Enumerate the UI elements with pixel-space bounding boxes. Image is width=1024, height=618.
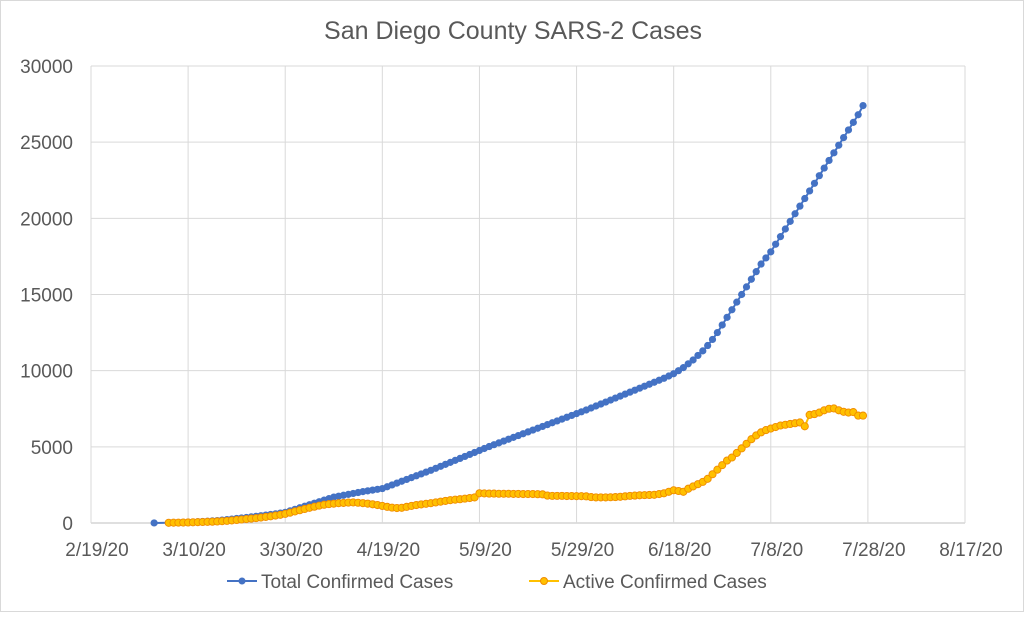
data-point <box>801 194 809 203</box>
data-point <box>815 172 823 180</box>
y-tick-label: 10000 <box>20 362 73 383</box>
y-tick-label: 15000 <box>20 286 73 307</box>
x-tick-label: 3/10/20 <box>162 540 225 561</box>
data-point <box>800 422 809 431</box>
data-point <box>704 341 712 350</box>
data-point <box>840 133 848 142</box>
data-point <box>757 260 765 268</box>
series-line <box>154 105 864 524</box>
data-point <box>844 126 853 134</box>
data-point <box>762 254 770 262</box>
data-point <box>150 519 158 527</box>
legend-label-total: Total Confirmed Cases <box>261 572 453 593</box>
data-point <box>728 306 736 314</box>
data-point <box>849 118 857 126</box>
chart-title: San Diego County SARS-2 Cases <box>324 17 702 45</box>
series-line <box>168 407 864 524</box>
gridlines <box>90 65 966 524</box>
data-point <box>684 360 692 368</box>
series-layer <box>150 102 868 527</box>
data-point <box>738 290 746 299</box>
x-axis-ticks: 2/19/20 3/10/20 3/30/20 4/19/20 5/9/20 5/29/2… <box>65 540 1002 561</box>
y-axis-ticks: 0 5000 10000 15000 20000 25000 30000 <box>20 57 73 535</box>
data-point <box>858 411 868 420</box>
data-point <box>727 453 736 462</box>
x-tick-label: 5/29/20 <box>551 540 614 561</box>
data-point <box>708 335 717 344</box>
data-point <box>791 210 799 218</box>
legend: Total Confirmed Cases Active Confirmed C… <box>227 572 767 593</box>
legend-item-active[interactable]: Active Confirmed Cases <box>529 572 767 593</box>
data-point <box>718 461 727 470</box>
data-point <box>689 356 697 364</box>
x-tick-label: 4/19/20 <box>357 540 420 561</box>
y-tick-label: 30000 <box>20 57 73 78</box>
data-point <box>825 156 833 165</box>
y-tick-label: 25000 <box>20 133 73 154</box>
x-tick-label: 3/30/20 <box>260 540 323 561</box>
data-point <box>859 102 867 110</box>
y-tick-label: 5000 <box>31 438 73 459</box>
data-point <box>732 448 741 457</box>
data-point <box>713 465 722 474</box>
data-point <box>810 179 819 187</box>
data-point <box>733 298 741 306</box>
data-point <box>781 225 789 233</box>
data-point <box>679 364 687 372</box>
data-point <box>830 149 838 157</box>
data-point <box>699 347 707 355</box>
data-point <box>854 111 862 119</box>
y-tick-label: 0 <box>62 514 73 535</box>
data-point <box>820 164 828 172</box>
legend-item-total[interactable]: Total Confirmed Cases <box>227 572 453 593</box>
data-point <box>742 439 751 448</box>
data-point <box>713 328 721 337</box>
data-point <box>767 248 775 256</box>
data-point <box>723 313 731 321</box>
data-point <box>772 240 780 248</box>
data-point <box>694 351 702 360</box>
y-tick-label: 20000 <box>20 209 73 230</box>
series-total-confirmed <box>150 102 867 527</box>
data-point <box>747 275 755 283</box>
data-point <box>718 321 726 329</box>
legend-marker-active <box>540 577 548 585</box>
legend-marker-total <box>238 577 246 585</box>
data-point <box>708 470 717 479</box>
x-tick-label: 8/17/20 <box>939 540 1002 561</box>
data-point <box>737 444 746 453</box>
legend-label-active: Active Confirmed Cases <box>563 572 767 593</box>
data-point <box>776 233 785 241</box>
x-tick-label: 7/28/20 <box>842 540 905 561</box>
data-point <box>806 187 814 195</box>
data-point <box>835 141 843 149</box>
data-point <box>786 217 794 225</box>
x-tick-label: 6/18/20 <box>648 540 711 561</box>
x-tick-label: 2/19/20 <box>65 540 128 561</box>
data-point <box>703 474 712 483</box>
data-point <box>752 268 760 276</box>
series-active-confirmed <box>164 404 868 527</box>
data-point <box>742 283 751 291</box>
x-tick-label: 7/8/20 <box>750 540 803 561</box>
data-point <box>796 202 804 210</box>
x-tick-label: 5/9/20 <box>459 540 512 561</box>
